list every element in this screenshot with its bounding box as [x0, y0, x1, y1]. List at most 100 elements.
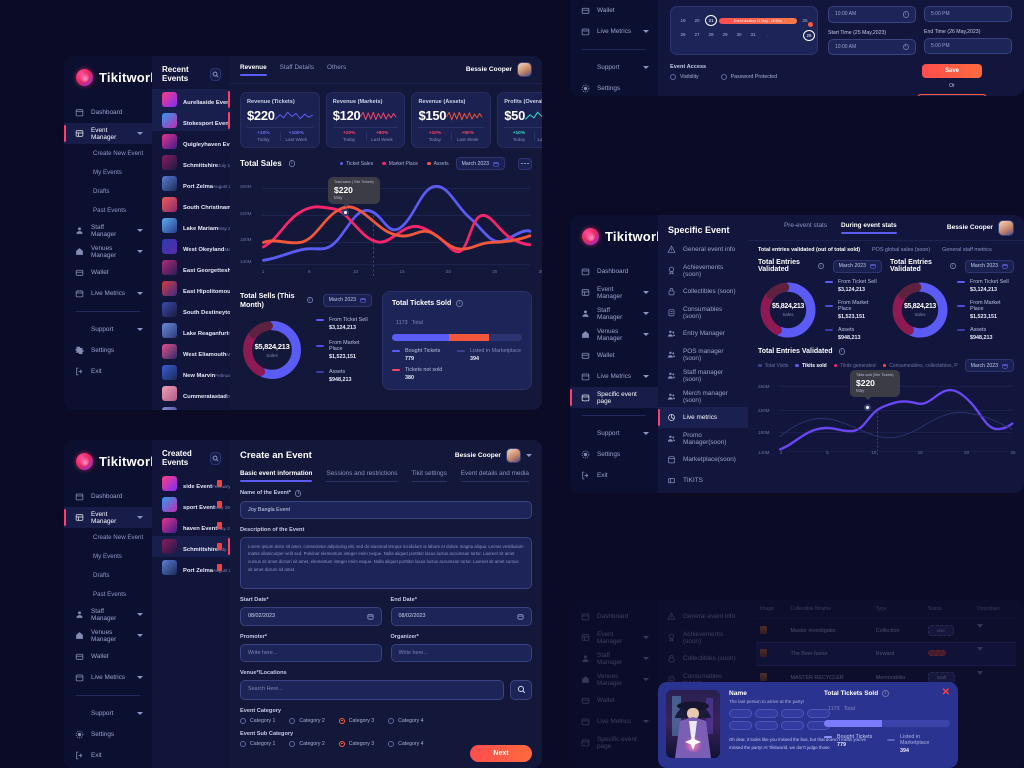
attribute-chip[interactable]: [807, 709, 830, 718]
table-row[interactable]: The Beer faster Reward: [756, 642, 1016, 666]
chevron-down-icon[interactable]: [643, 657, 649, 660]
tab-basic-event-information[interactable]: Basic event information: [240, 470, 313, 482]
tab-revenue[interactable]: Revenue: [240, 64, 267, 76]
radio-category-1[interactable]: Category 1: [240, 717, 275, 724]
create-new-session-button[interactable]: Create New Session: [917, 94, 987, 96]
sidebar-item-event-manager[interactable]: Event Manager: [570, 627, 658, 648]
calendar-day[interactable]: 28: [708, 32, 714, 37]
sidebar-item-wallet[interactable]: Wallet: [64, 646, 152, 667]
list-item[interactable]: East HipolitomouthOctober 30, 2017: [152, 278, 272, 299]
event-name-input[interactable]: Joy Bangla Event: [240, 500, 532, 519]
delete-icon[interactable]: [217, 501, 222, 508]
calendar-day[interactable]: 20: [694, 18, 700, 23]
radio-category-3[interactable]: Category 3: [338, 740, 374, 747]
period-picker[interactable]: March 2023: [964, 259, 1014, 273]
menu-item-collectibles-soon-[interactable]: Collectibles (soon): [658, 281, 748, 302]
list-item[interactable]: East GeorgetteshireOctober 24, 2019: [152, 257, 274, 278]
sidebar-item-venues-manager[interactable]: Venues Manager: [64, 241, 152, 262]
event-description-input[interactable]: Lorem ipsum dolor sit amet, consectetur …: [240, 536, 532, 589]
tab-others[interactable]: Others: [326, 64, 347, 71]
menu-item-staff-manager-soon-[interactable]: Staff manager (soon): [658, 365, 748, 386]
menu-item-pos-manager-soon-[interactable]: POS manager (soon): [658, 344, 748, 365]
attribute-chip[interactable]: [729, 721, 752, 730]
calendar-day[interactable]: 31: [750, 32, 756, 37]
sidebar-item-event-manager[interactable]: Event Manager: [64, 123, 152, 144]
end-date-input[interactable]: 08/02/2023: [390, 606, 532, 626]
subtab-pos-global-sales-soon-[interactable]: POS global sales (soon): [872, 247, 931, 253]
menu-item-marketplace-soon-[interactable]: Marketplace(soon): [658, 449, 748, 470]
calendar-day[interactable]: 27: [694, 32, 700, 37]
calendar-day[interactable]: 26: [680, 32, 686, 37]
sidebar-subitem-past-events[interactable]: Past Events: [93, 591, 127, 598]
list-item[interactable]: New MarvinFebruary 11, 2015: [152, 362, 252, 383]
chevron-down-icon[interactable]: [643, 720, 649, 723]
list-item[interactable]: side EventFebruary 29, 2018: [152, 473, 250, 494]
close-button[interactable]: ✕: [941, 687, 950, 698]
chevron-down-icon[interactable]: [137, 132, 143, 135]
info-icon[interactable]: i: [307, 296, 313, 304]
menu-item-entry-manager[interactable]: Entry Manager: [658, 323, 748, 344]
start-time-input[interactable]: 10:00 AM i: [828, 38, 916, 55]
logo[interactable]: Tikitworld: [64, 56, 162, 98]
sidebar-item-staff-manager[interactable]: Staff Manager: [64, 604, 152, 625]
table-row[interactable]: Master investigator Collection Live: [756, 618, 1016, 643]
venue-search-button[interactable]: [510, 679, 532, 700]
menu-item-live-metrics[interactable]: Live metrics: [658, 407, 748, 428]
period-picker[interactable]: March 2023: [455, 157, 505, 170]
chevron-down-icon[interactable]: [137, 712, 143, 715]
sidebar-item-specific-event-page[interactable]: Specific event page: [570, 732, 658, 753]
list-item[interactable]: West EliamouthMay 12, 2018: [152, 341, 254, 362]
menu-item-promo-manager-soon-[interactable]: Promo Manager(soon): [658, 428, 748, 449]
chevron-down-icon[interactable]: [137, 250, 143, 253]
radio-category-2[interactable]: Category 2: [289, 740, 325, 747]
attribute-chip[interactable]: [781, 721, 804, 730]
chevron-down-icon[interactable]: [137, 634, 143, 637]
sidebar-item-exit[interactable]: Exit: [64, 361, 152, 382]
tab-sessions-and-restrictions[interactable]: Sessions and restrictions: [326, 470, 398, 482]
tab-staff-details[interactable]: Staff Details: [279, 64, 314, 71]
info-icon[interactable]: i: [456, 300, 463, 307]
user-menu[interactable]: Bessie Cooper: [466, 62, 532, 77]
period-picker[interactable]: March 2023: [832, 259, 882, 273]
sidebar-item-specific-event-page[interactable]: Specific event page: [570, 387, 658, 408]
sidebar-item-dashboard[interactable]: Dashboard: [64, 102, 152, 123]
calendar-day[interactable]: 19: [680, 18, 686, 23]
sidebar-subitem-my-events[interactable]: My Events: [93, 553, 122, 560]
radio-password-protected[interactable]: Password Protected: [720, 74, 777, 80]
end-time-input[interactable]: 5:00 PM: [924, 38, 1012, 54]
chevron-down-icon[interactable]: [643, 66, 649, 69]
info-icon[interactable]: i: [288, 160, 296, 167]
sidebar-subitem-past-events[interactable]: Past Events: [64, 201, 152, 220]
tab-event-details-and-media[interactable]: Event details and media: [460, 470, 530, 482]
list-item[interactable]: South ChristinamouthSeptember 24, 2017: [152, 194, 286, 215]
list-item[interactable]: SchmittshireJuly 14, 2015: [152, 152, 245, 173]
radio-category-1[interactable]: Category 1: [240, 740, 275, 747]
sidebar-item-live-metrics[interactable]: Live Metrics: [570, 711, 658, 732]
search-button[interactable]: [209, 67, 221, 81]
period-picker[interactable]: March 2023: [322, 293, 372, 307]
info-icon[interactable]: i: [882, 690, 889, 697]
cell-dropdown[interactable]: [973, 665, 1016, 689]
menu-item-achievements-soon-[interactable]: Achievements (soon): [658, 260, 748, 281]
radio-category-2[interactable]: Category 2: [289, 717, 325, 724]
sidebar-item-support[interactable]: Support: [64, 319, 152, 340]
list-item[interactable]: Quigleyhaven EventMay 31, 2015: [152, 131, 266, 152]
sidebar-item-staff-manager[interactable]: Staff Manager: [64, 220, 152, 241]
sidebar-item-dashboard[interactable]: Dashboard: [570, 606, 658, 627]
sidebar-subitem-drafts[interactable]: Drafts: [93, 572, 110, 579]
radio-category-3[interactable]: Category 3: [338, 717, 374, 724]
start-date-input[interactable]: 08/02/2023: [240, 606, 382, 626]
calendar-day[interactable]: 25: [802, 18, 808, 23]
info-icon[interactable]: i: [818, 262, 824, 270]
menu-item-general-event-info[interactable]: General event info: [658, 606, 748, 627]
menu-item-collectibles-soon-[interactable]: Collectibles (soon): [658, 648, 748, 669]
subtab-general-staff-metrics[interactable]: General staff metrics: [942, 247, 992, 253]
sidebar-subitem-create-new-event[interactable]: Create New Event: [64, 144, 152, 163]
calendar-widget[interactable]: 19 20 21 Event duration 21 May - 26 May …: [670, 6, 818, 55]
list-item[interactable]: CummeratastadDecember 29, 2012: [152, 383, 267, 404]
chevron-down-icon[interactable]: [137, 328, 143, 331]
delete-icon[interactable]: [217, 564, 222, 571]
chevron-down-icon[interactable]: [137, 292, 143, 295]
next-button[interactable]: Next: [470, 744, 532, 762]
sidebar-item-venues-manager[interactable]: Venues Manager: [64, 625, 152, 646]
